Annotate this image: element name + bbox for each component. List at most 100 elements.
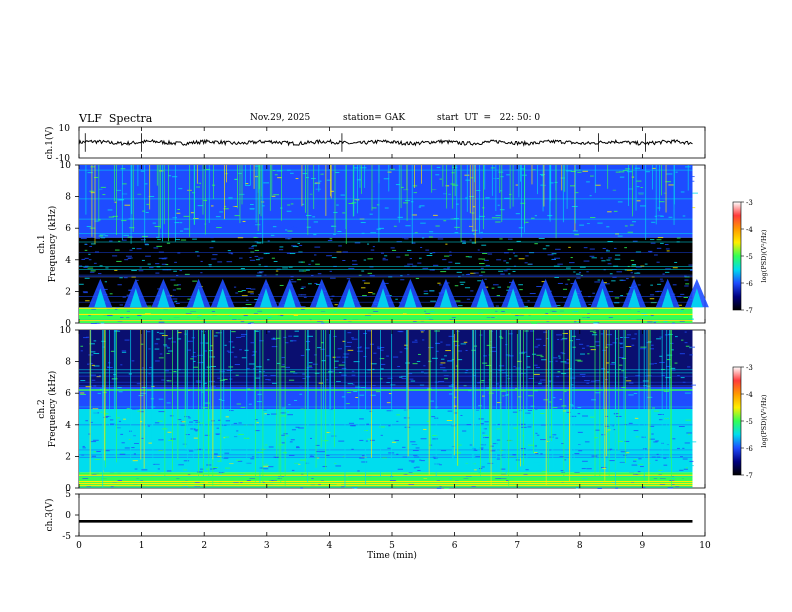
spectrogram-pixel — [324, 204, 330, 206]
spectrogram-pixel — [105, 267, 109, 269]
spectrogram-pixel — [642, 177, 647, 179]
spectrogram-pixel — [280, 415, 287, 417]
spectrogram-pixel — [199, 166, 205, 168]
spectrogram-pixel — [179, 270, 183, 272]
spectrogram-pixel — [519, 423, 526, 425]
spectrogram-pixel — [534, 243, 538, 245]
colorbar-tick-label: -3 — [746, 199, 753, 207]
spectrogram-pixel — [595, 392, 601, 394]
spectrogram-pixel — [288, 266, 293, 268]
spectrogram-pixel — [250, 208, 255, 210]
spectrogram-pixel — [514, 255, 518, 257]
spectrogram-pixel — [435, 174, 440, 176]
spectrogram-pixel — [86, 363, 90, 365]
spectrogram-pixel — [104, 415, 111, 417]
spectrogram-pixel — [534, 346, 539, 348]
spectrogram-pixel — [675, 336, 678, 338]
spectrogram-pixel — [465, 476, 472, 478]
spectrogram-pixel — [649, 363, 655, 365]
spectrogram-pixel — [638, 458, 642, 460]
spectrogram-pixel — [678, 400, 683, 402]
spectrogram-burst-core — [192, 288, 205, 308]
spectrogram-pixel — [141, 367, 145, 369]
spectrogram-pixel — [479, 447, 484, 449]
spectrogram-pixel — [200, 260, 203, 262]
ch3-y-ticks: 50-5 — [62, 490, 79, 542]
spectrogram-pixel — [175, 302, 180, 304]
spectrogram-pixel — [154, 343, 159, 345]
spectrogram-pixel — [313, 234, 317, 236]
ch3-waveform-ylabel: ch.3(V) — [44, 499, 55, 532]
spectrogram-pixel — [602, 247, 606, 249]
spectrogram-pixel — [497, 204, 500, 206]
spectrogram-pixel — [672, 322, 675, 324]
spectrogram-pixel — [423, 428, 427, 430]
spectrogram-pixel — [204, 481, 208, 483]
spectrogram-pixel — [615, 171, 621, 173]
spectrogram-pixel — [383, 282, 389, 284]
spectrogram-pixel — [586, 271, 589, 273]
spectrogram-pixel — [558, 433, 564, 435]
spectrogram-pixel — [117, 284, 122, 286]
spectrogram-pixel — [537, 344, 541, 346]
spectrogram-pixel — [562, 197, 567, 199]
spectrogram-pixel — [312, 216, 316, 218]
spectrogram-pixel — [80, 234, 85, 236]
spectrogram-pixel — [387, 377, 393, 379]
spectrogram-pixel — [382, 259, 389, 261]
spectrogram-pixel — [458, 305, 463, 307]
spectrogram-pixel — [626, 380, 632, 382]
spectrogram-pixel — [211, 258, 217, 260]
spectrogram-pixel — [297, 279, 302, 281]
spectrogram-pixel — [117, 427, 121, 429]
spectrogram-pixel — [594, 281, 601, 283]
spectrogram-pixel — [420, 331, 424, 333]
spectrogram-pixel — [336, 235, 342, 237]
spectrogram-pixel — [203, 402, 209, 404]
spectrogram-pixel — [357, 191, 363, 193]
spectrogram-pixel — [319, 180, 322, 182]
spectrogram-pixel — [104, 281, 107, 283]
spectrogram-pixel — [626, 334, 631, 336]
spectrogram-pixel — [500, 337, 504, 339]
spectrogram-pixel — [628, 382, 634, 384]
spectrogram-pixel — [248, 403, 252, 405]
spectrogram-pixel — [400, 279, 405, 281]
spectrogram-pixel — [224, 421, 228, 423]
spectrogram-pixel — [626, 167, 633, 169]
spectrogram-pixel — [438, 208, 441, 210]
spectrogram-pixel — [467, 418, 473, 420]
spectrogram-pixel — [128, 289, 133, 291]
spectrogram-pixel — [402, 237, 406, 239]
spectrogram-pixel — [401, 171, 404, 173]
spectrogram-pixel — [287, 479, 294, 481]
spectrogram-pixel — [613, 247, 617, 249]
spectrogram-pixel — [416, 360, 421, 362]
spectrogram-pixel — [551, 215, 556, 217]
spectrogram-pixel — [300, 287, 304, 289]
spectrogram-pixel — [120, 433, 124, 435]
spectrogram-pixel — [517, 235, 523, 237]
spectrogram-pixel — [268, 379, 272, 381]
spectrogram-pixel — [311, 208, 318, 210]
spectrogram-pixel — [497, 423, 501, 425]
spectrogram-pixel — [505, 388, 509, 390]
spectrogram-pixel — [290, 371, 296, 373]
spectrogram-pixel — [210, 345, 213, 347]
spectrogram-pixel — [310, 226, 316, 228]
spectrogram-pixel — [141, 469, 148, 471]
spectrogram-pixel — [342, 251, 348, 253]
spectrogram-pixel — [672, 284, 677, 286]
spectrogram-pixel — [293, 335, 299, 337]
spectrogram-pixel — [628, 188, 634, 190]
spectrogram-pixel — [468, 429, 472, 431]
spectrogram-pixel — [543, 345, 546, 347]
spectrogram-pixel — [398, 166, 402, 168]
spectrogram-pixel — [235, 178, 239, 180]
spectrogram-pixel — [267, 331, 271, 333]
spectrogram-pixel — [226, 350, 230, 352]
spectrogram-pixel — [356, 173, 360, 175]
spectrogram-pixel — [110, 350, 115, 352]
spectrogram-pixel — [417, 353, 421, 355]
spectrogram-pixel — [497, 286, 502, 288]
